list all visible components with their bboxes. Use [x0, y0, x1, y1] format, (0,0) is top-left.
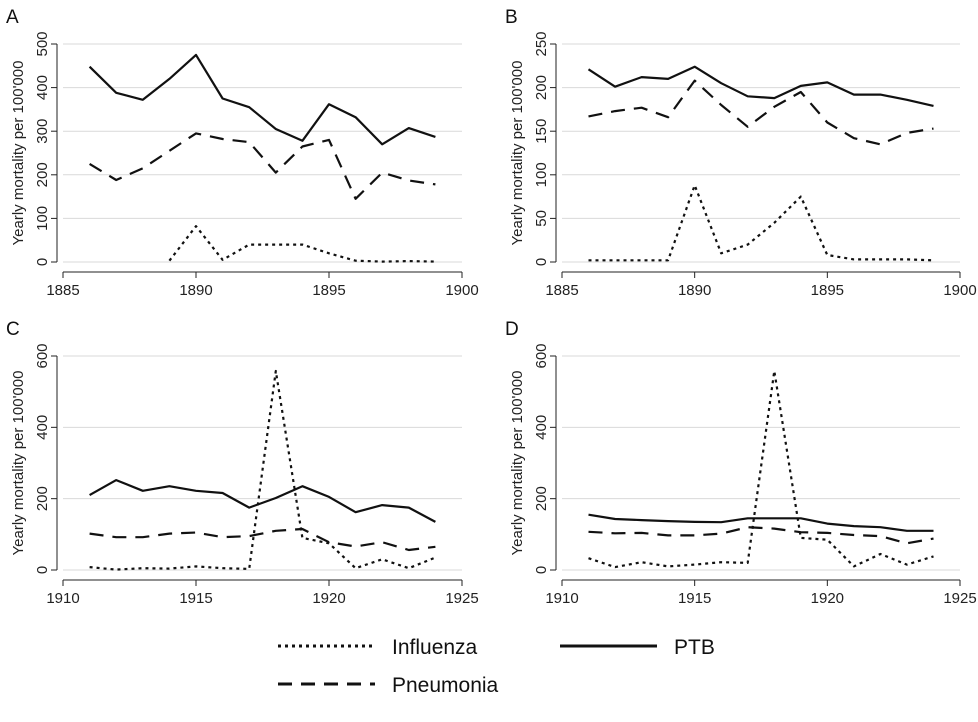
y-tick-label-b-0: 0 [533, 258, 550, 266]
series-line-c-ptb [89, 479, 436, 523]
y-tick-label-b-5: 250 [533, 31, 550, 56]
chart-panel-c: 0 200 400 600 1910 1915 1920 1925 Yearly mortali… [6, 319, 479, 607]
x-tick-label-a-3: 1900 [445, 282, 478, 299]
series-line-a-ptb [88, 53, 436, 146]
x-tick-label-d-0: 1910 [545, 590, 578, 607]
y-tick-label-a-3: 300 [34, 119, 51, 144]
x-tick-label-b-0: 1885 [545, 282, 578, 299]
legend-label-pneumonia: Pneumonia [392, 674, 499, 697]
panel-letter-c: C [6, 319, 20, 340]
legend-label-ptb: PTB [674, 636, 715, 659]
x-tick-label-b-2: 1895 [811, 282, 844, 299]
series-line-a-pneumonia [89, 132, 436, 200]
x-tick-label-b-3: 1900 [943, 282, 976, 299]
series-line-a-influenza [168, 225, 436, 263]
y-axis-title-b: Yearly mortality per 100'000 [509, 61, 526, 246]
y-tick-label-b-2: 100 [533, 162, 550, 187]
y-tick-label-d-2: 400 [533, 415, 550, 440]
series-line-d-ptb [588, 513, 934, 532]
series-line-b-influenza [588, 184, 934, 262]
x-tick-label-d-1: 1915 [678, 590, 711, 607]
x-tick-label-a-0: 1885 [46, 282, 79, 299]
x-tick-label-c-1: 1915 [179, 590, 212, 607]
x-tick-label-b-1: 1890 [678, 282, 711, 299]
chart-legend: Influenza PTB Pneumonia [278, 636, 715, 697]
y-tick-label-c-1: 200 [34, 486, 51, 511]
x-tick-label-c-0: 1910 [46, 590, 79, 607]
y-tick-label-c-3: 600 [34, 343, 51, 368]
y-axis-title-c: Yearly mortality per 100'000 [10, 371, 27, 556]
y-tick-label-b-1: 50 [533, 210, 550, 227]
x-tick-label-a-2: 1895 [312, 282, 345, 299]
panel-letter-d: D [505, 319, 519, 340]
panel-letter-b: B [505, 7, 518, 28]
panel-letter-a: A [6, 7, 19, 28]
chart-panel-d: 0 200 400 600 1910 1915 1920 1925 Yearly mortali… [505, 319, 977, 607]
y-tick-label-a-1: 100 [34, 206, 51, 231]
chart-panel-b: 0 50 100 150 200 250 1885 1890 1895 1900 Yearly mo… [505, 7, 977, 299]
series-line-d-pneumonia [588, 526, 934, 545]
y-tick-label-c-0: 0 [34, 566, 51, 574]
series-line-b-pneumonia [588, 79, 934, 146]
series-line-b-ptb [587, 65, 934, 107]
y-tick-label-c-2: 400 [34, 415, 51, 440]
series-line-c-influenza [89, 369, 436, 571]
legend-label-influenza: Influenza [392, 636, 478, 659]
y-tick-label-b-4: 200 [533, 75, 550, 100]
x-tick-label-c-3: 1925 [445, 590, 478, 607]
y-axis-title-d: Yearly mortality per 100'000 [509, 371, 526, 556]
x-tick-label-a-1: 1890 [179, 282, 212, 299]
x-tick-label-d-3: 1925 [943, 590, 976, 607]
y-tick-label-a-0: 0 [34, 258, 51, 266]
y-tick-label-a-2: 200 [34, 162, 51, 187]
y-tick-label-a-5: 500 [34, 31, 51, 56]
y-tick-label-a-4: 400 [34, 75, 51, 100]
y-tick-label-d-3: 600 [533, 343, 550, 368]
x-tick-label-d-2: 1920 [811, 590, 844, 607]
y-axis-title-a: Yearly mortality per 100'000 [10, 61, 27, 246]
series-line-d-influenza [588, 369, 934, 569]
x-tick-label-c-2: 1920 [312, 590, 345, 607]
y-tick-label-d-0: 0 [533, 566, 550, 574]
series-line-c-pneumonia [89, 527, 436, 552]
y-tick-label-b-3: 150 [533, 119, 550, 144]
y-tick-label-d-1: 200 [533, 486, 550, 511]
chart-panel-a: 0 100 200 300 400 500 1885 1890 1895 1900 Yearly m… [6, 7, 479, 299]
